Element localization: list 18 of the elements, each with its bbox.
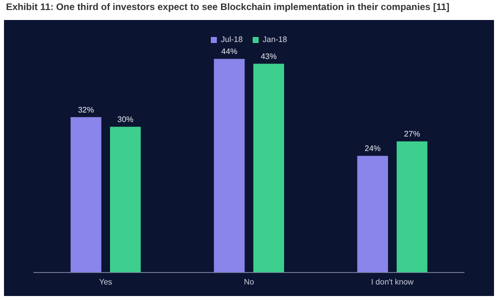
x-tick-label: I don't know (371, 277, 414, 286)
bar (357, 156, 388, 272)
x-tick-label: No (244, 277, 255, 286)
bar (253, 64, 284, 272)
x-tick-label: Yes (99, 277, 112, 286)
legend-label: Jan-18 (262, 35, 288, 44)
data-label: 43% (260, 52, 277, 61)
data-label: 30% (117, 115, 134, 124)
data-label: 44% (221, 47, 238, 56)
chart-title: Exhibit 11: One third of investors expect to see Blockchain implementation in their companies [11] (6, 2, 450, 13)
data-label: 32% (78, 105, 94, 114)
legend-label: Jul-18 (220, 35, 244, 44)
bar (396, 141, 428, 272)
bar (110, 126, 141, 272)
bar (214, 58, 245, 272)
data-label: 27% (404, 130, 420, 139)
bar (70, 117, 102, 272)
data-label: 24% (364, 144, 381, 154)
